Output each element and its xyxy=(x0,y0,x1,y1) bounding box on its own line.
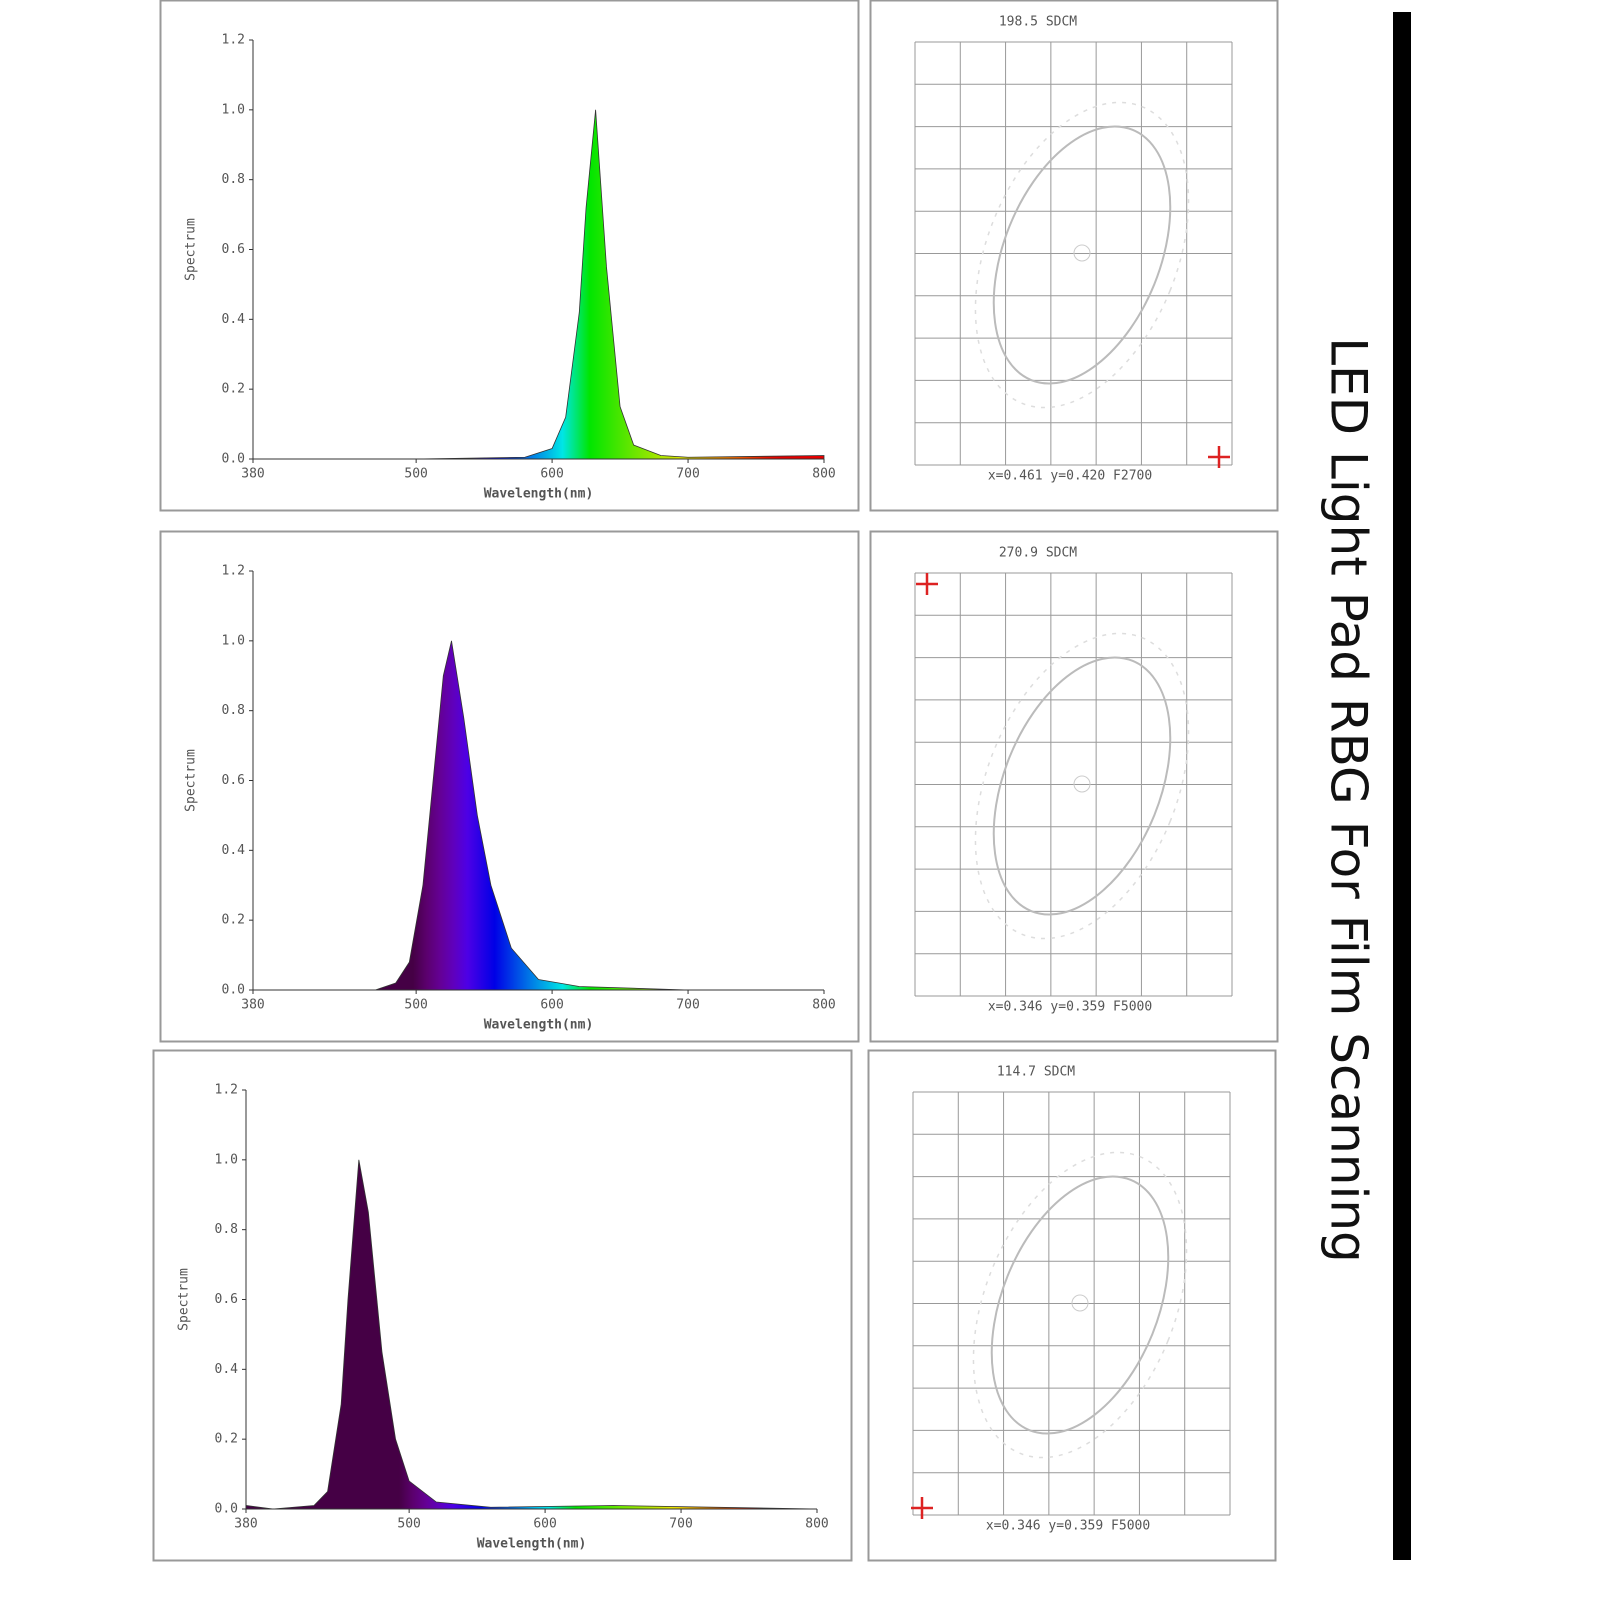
chart-frame xyxy=(152,1049,853,1562)
y-tick-label: 0.4 xyxy=(222,843,246,858)
spectrum-chart: 0.0 0.2 0.4 0.6 0.8 1.0 1.2 380 500 600 700 800 Wave… xyxy=(159,0,860,512)
y-tick-label: 1.0 xyxy=(222,102,245,117)
spectrum-area xyxy=(253,640,824,991)
center-dot xyxy=(1073,775,1091,793)
y-tick-label: 0.8 xyxy=(215,1222,238,1237)
y-tick-label: 0.6 xyxy=(222,242,245,257)
x-axis-label: Wavelength(nm) xyxy=(477,1537,587,1552)
ellipse-inner xyxy=(974,101,1190,409)
y-tick-label: 0.0 xyxy=(215,1502,238,1517)
x-tick-label: 600 xyxy=(540,998,563,1013)
panel-caption: x=0.346 y=0.359 F5000 xyxy=(988,1000,1152,1015)
x-tick-label: 600 xyxy=(540,467,563,482)
y-tick-label: 0.0 xyxy=(222,452,245,467)
y-axis-label: Spectrum xyxy=(177,1268,192,1331)
page-title: LED Light Pad RBG For Film Scanning xyxy=(1320,337,1378,1263)
panel-frame xyxy=(869,530,1279,1043)
ellipse-outer xyxy=(990,1175,1170,1435)
y-tick-label: 0.2 xyxy=(222,382,245,397)
chromaticity-panel: 114.7 SDCM x=0.346 y=0.359 F5000 xyxy=(867,1049,1277,1562)
panel-title: 114.7 SDCM xyxy=(997,1065,1075,1080)
center-dot xyxy=(1071,1294,1089,1312)
y-tick-label: 0.2 xyxy=(222,913,245,928)
y-tick-label: 1.2 xyxy=(215,1083,238,1098)
panel-caption: x=0.346 y=0.359 F5000 xyxy=(986,1519,1150,1534)
chromaticity-panel: 198.5 SDCM x=0.461 y=0.420 F2700 xyxy=(869,0,1279,512)
x-tick-label: 380 xyxy=(241,467,264,482)
y-tick-label: 0.0 xyxy=(222,983,245,998)
y-tick-label: 0.4 xyxy=(222,312,246,327)
spectrum-chart: 0.0 0.2 0.4 0.6 0.8 1.0 1.2 380 500 600 700 800 Wave… xyxy=(159,530,860,1043)
spectrum-chart: 0.0 0.2 0.4 0.6 0.8 1.0 1.2 380 500 600 700 800 Wave… xyxy=(152,1049,853,1562)
y-tick-label: 0.6 xyxy=(215,1292,238,1307)
ellipse-inner xyxy=(974,632,1190,940)
chromaticity-grid xyxy=(912,1091,1231,1516)
ellipse-outer xyxy=(992,125,1172,385)
x-tick-label: 500 xyxy=(404,998,427,1013)
panel-frame xyxy=(867,1049,1277,1562)
panel-title: 198.5 SDCM xyxy=(999,15,1077,30)
y-tick-label: 0.2 xyxy=(215,1432,238,1447)
chromaticity-panel: 270.9 SDCM x=0.346 y=0.359 F5000 xyxy=(869,530,1279,1043)
x-tick-label: 380 xyxy=(234,1517,257,1532)
ellipse-inner xyxy=(972,1151,1188,1459)
point-cross xyxy=(916,573,938,595)
x-tick-label: 800 xyxy=(812,998,835,1013)
x-tick-label: 500 xyxy=(397,1517,420,1532)
divider-bar xyxy=(1393,12,1411,1560)
y-tick-label: 1.0 xyxy=(215,1152,238,1167)
x-tick-label: 700 xyxy=(669,1517,692,1532)
chart-frame xyxy=(159,0,860,512)
panel-caption: x=0.461 y=0.420 F2700 xyxy=(988,469,1152,484)
x-tick-label: 800 xyxy=(812,467,835,482)
ellipse-outer xyxy=(992,656,1172,916)
y-tick-label: 0.4 xyxy=(215,1362,239,1377)
y-axis-label: Spectrum xyxy=(184,749,199,812)
y-tick-label: 1.2 xyxy=(222,33,245,48)
x-axis-label: Wavelength(nm) xyxy=(484,487,594,502)
spectrum-area xyxy=(245,1159,818,1510)
y-tick-label: 0.8 xyxy=(222,172,245,187)
x-tick-label: 700 xyxy=(676,998,699,1013)
chromaticity-grid xyxy=(914,41,1233,466)
x-tick-label: 600 xyxy=(533,1517,556,1532)
spectrum-area xyxy=(253,109,825,460)
point-cross xyxy=(1208,446,1230,468)
y-axis-label: Spectrum xyxy=(184,218,199,281)
point-cross xyxy=(911,1497,933,1519)
center-dot xyxy=(1073,244,1091,262)
chromaticity-grid xyxy=(914,572,1233,997)
x-tick-label: 380 xyxy=(241,998,264,1013)
x-axis-label: Wavelength(nm) xyxy=(484,1018,594,1033)
x-tick-label: 800 xyxy=(805,1517,828,1532)
panel-frame xyxy=(869,0,1279,512)
y-tick-label: 1.2 xyxy=(222,564,245,579)
x-tick-label: 500 xyxy=(404,467,427,482)
y-tick-label: 0.8 xyxy=(222,703,245,718)
x-tick-label: 700 xyxy=(676,467,699,482)
chart-frame xyxy=(159,530,860,1043)
y-tick-label: 0.6 xyxy=(222,773,245,788)
y-tick-label: 1.0 xyxy=(222,633,245,648)
panel-title: 270.9 SDCM xyxy=(999,546,1077,561)
